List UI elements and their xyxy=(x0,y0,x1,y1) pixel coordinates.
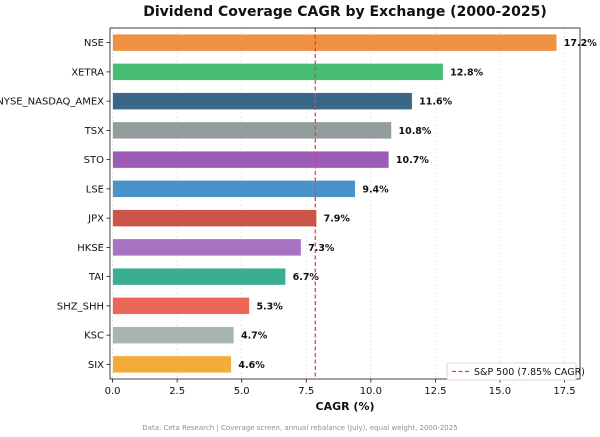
bar-hkse xyxy=(112,238,302,257)
x-tick-label: 7.5 xyxy=(298,386,314,397)
x-tick-label: 12.5 xyxy=(424,386,446,397)
x-ticks: 0.0 2.5 5.0 7.5 10.0 12.5 15.0 17.5 xyxy=(105,379,576,397)
category-label: LSE xyxy=(86,184,104,195)
legend-label: S&P 500 (7.85% CAGR) xyxy=(474,367,585,378)
x-tick-label: 15.0 xyxy=(489,386,511,397)
x-tick-label: 2.5 xyxy=(169,386,185,397)
data-label: 5.3% xyxy=(256,301,283,312)
x-tick-label: 0.0 xyxy=(105,386,121,397)
category-label: NYSE_NASDAQ_AMEX xyxy=(0,97,104,108)
category-label: NSE xyxy=(84,38,104,49)
x-axis-label: CAGR (%) xyxy=(316,400,375,413)
x-tick-label: 10.0 xyxy=(360,386,382,397)
data-label: 11.6% xyxy=(419,97,452,108)
category-label: SHZ_SHH xyxy=(57,301,104,312)
category-label: SIX xyxy=(88,360,104,371)
bar-ksc xyxy=(112,326,235,344)
x-tick-label: 17.5 xyxy=(553,386,575,397)
bar-nse xyxy=(112,33,558,52)
bar-xetra xyxy=(112,63,444,81)
bar-shz_shh xyxy=(112,297,250,315)
x-tick-label: 5.0 xyxy=(234,386,250,397)
bars xyxy=(112,33,558,374)
data-label: 10.7% xyxy=(396,155,429,166)
data-label: 9.4% xyxy=(362,184,389,195)
bar-tsx xyxy=(112,121,392,140)
legend-box xyxy=(446,362,577,381)
grid xyxy=(112,28,565,379)
data-label: 6.7% xyxy=(293,272,320,283)
data-label: 7.3% xyxy=(308,243,335,254)
bar-sto xyxy=(112,150,390,169)
footer-note: Data: Ceta Research | Coverage screen, a… xyxy=(142,424,457,432)
data-label: 7.9% xyxy=(324,214,351,225)
category-label: JPX xyxy=(87,214,104,225)
category-label: KSC xyxy=(84,331,104,342)
bar-jpx xyxy=(112,209,317,227)
data-labels: 17.2% 12.8% 11.6% 10.8% 10.7% 9.4% 7.9% 7.3% 6.7… xyxy=(238,38,597,371)
category-labels: NSE XETRA NYSE_NASDAQ_AMEX TSX STO LSE JPX HKSE… xyxy=(0,38,110,371)
data-label: 4.6% xyxy=(238,360,265,371)
category-label: HKSE xyxy=(77,243,104,254)
bar-six xyxy=(112,355,232,374)
bar-tai xyxy=(112,267,286,286)
chart-title: Dividend Coverage CAGR by Exchange (2000… xyxy=(143,4,546,20)
category-label: TSX xyxy=(84,126,104,137)
data-label: 4.7% xyxy=(241,331,268,342)
category-label: STO xyxy=(84,155,104,166)
category-label: TAI xyxy=(88,272,104,283)
bar-nyse_nasdaq_amex xyxy=(112,92,413,110)
bar-lse xyxy=(112,180,356,198)
legend: S&P 500 (7.85% CAGR) xyxy=(446,362,585,381)
data-label: 17.2% xyxy=(564,38,597,49)
data-label: 10.8% xyxy=(398,126,431,137)
data-label: 12.8% xyxy=(450,67,483,78)
category-label: XETRA xyxy=(71,67,104,78)
plot-frame xyxy=(109,27,581,380)
